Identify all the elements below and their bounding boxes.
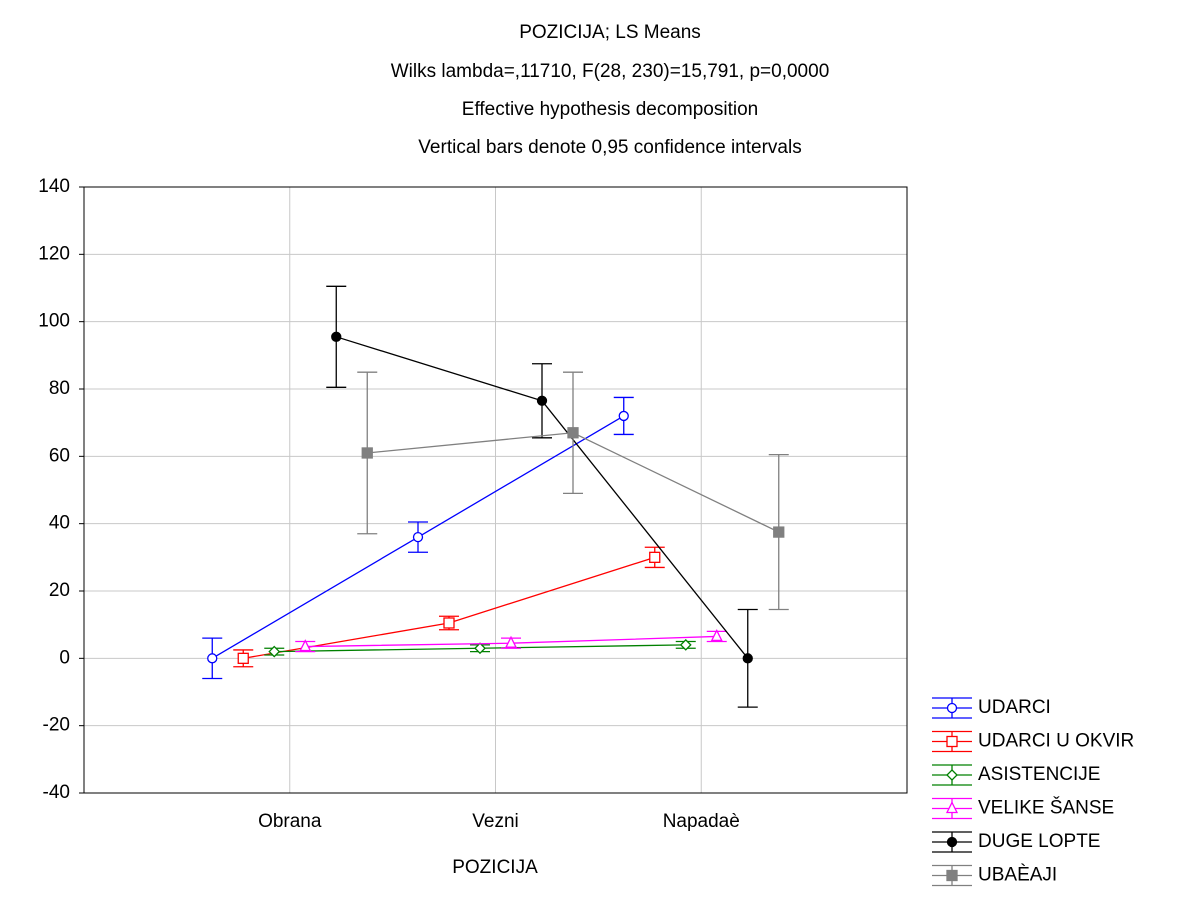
chart-subtitle: Wilks lambda=,11710, F(28, 230)=15,791, … (391, 61, 830, 82)
data-point (268, 645, 281, 658)
data-point (237, 652, 249, 664)
plot-border (83, 186, 908, 794)
data-point (361, 447, 373, 459)
legend-label: DUGE LOPTE (978, 831, 1100, 852)
data-point (443, 617, 455, 629)
y-tick-label: 120 (38, 243, 70, 264)
x-tick-label: Vezni (472, 811, 518, 832)
data-point (742, 653, 753, 664)
y-tick-label: -20 (43, 715, 70, 736)
chart-subtitle: Vertical bars denote 0,95 confidence int… (418, 137, 801, 158)
y-tick-label: 20 (49, 580, 70, 601)
y-tick-label: 80 (49, 378, 70, 399)
y-tick-label: 60 (49, 445, 70, 466)
data-point (299, 639, 312, 652)
legend-label: UDARCI U OKVIR (978, 731, 1134, 752)
data-point (474, 642, 486, 655)
legend-marker (946, 836, 958, 848)
legend-marker (946, 735, 958, 748)
legend-marker (946, 769, 958, 781)
data-point (679, 638, 692, 651)
legend-label: VELIKE ŠANSE (978, 797, 1114, 819)
data-point (567, 427, 579, 439)
y-tick-label: 40 (49, 513, 70, 534)
x-tick-label: Napadaè (663, 811, 740, 832)
x-axis-label: POZICIJA (452, 857, 538, 878)
legend-label: UBAÈAJI (978, 865, 1057, 886)
legend-label: ASISTENCIJE (978, 764, 1100, 785)
data-point (412, 531, 424, 543)
chart-subtitle: Effective hypothesis decomposition (462, 99, 758, 120)
legend-label: UDARCI (978, 697, 1051, 718)
x-tick-label: Obrana (258, 811, 322, 832)
legend-marker (946, 869, 958, 882)
data-point (710, 628, 723, 642)
data-point (773, 526, 785, 538)
data-point (207, 653, 218, 664)
y-tick-label: 0 (59, 647, 70, 668)
y-tick-label: -40 (43, 782, 70, 803)
data-point (649, 551, 661, 563)
y-tick-label: 140 (38, 176, 70, 197)
data-point (331, 331, 342, 342)
chart-title: POZICIJA; LS Means (519, 22, 701, 43)
legend-marker (946, 702, 958, 714)
data-point (618, 410, 629, 422)
legend-marker (945, 801, 959, 814)
y-tick-label: 100 (38, 311, 70, 332)
data-point (536, 395, 548, 406)
data-point (504, 635, 518, 648)
